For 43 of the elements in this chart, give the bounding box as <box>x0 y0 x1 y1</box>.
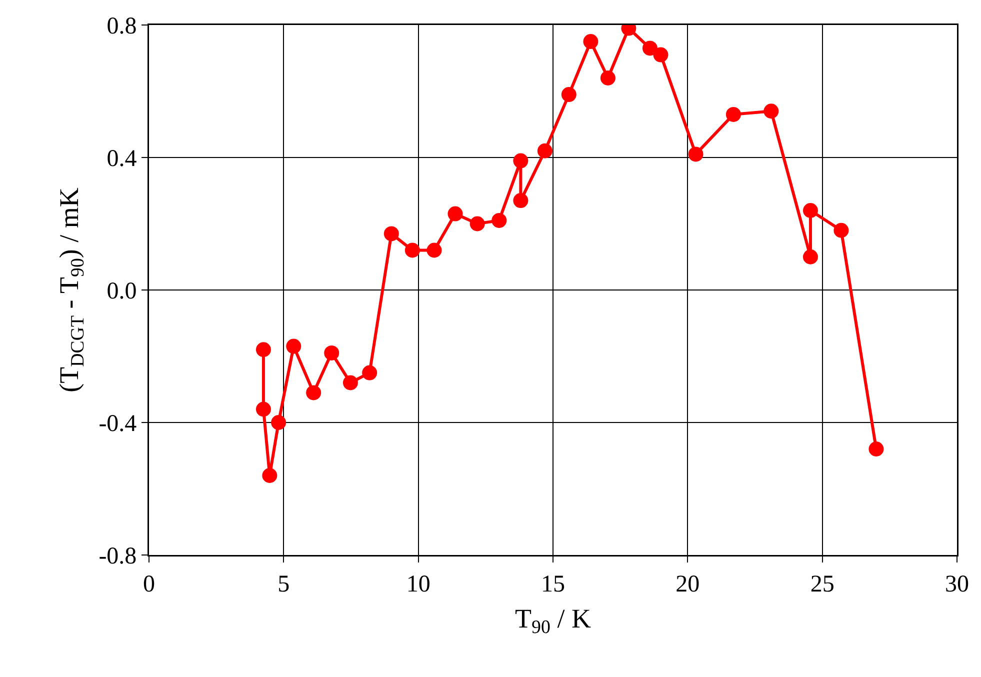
point <box>726 106 741 122</box>
x-tick-label: 0 <box>143 571 155 598</box>
point <box>306 385 322 400</box>
point <box>342 375 358 390</box>
point <box>513 153 528 168</box>
point <box>362 365 378 380</box>
x-tick-label: 10 <box>406 571 430 598</box>
point <box>642 40 658 56</box>
point <box>448 206 463 222</box>
point <box>802 203 818 218</box>
point <box>513 193 528 208</box>
point <box>868 442 884 456</box>
point <box>256 402 271 417</box>
x-tick-label: 5 <box>278 571 290 598</box>
y-tick-label: 0.4 <box>106 146 137 172</box>
point <box>492 212 507 228</box>
x-tick-label: 30 <box>945 571 969 598</box>
point <box>286 338 302 354</box>
x-tick-label: 20 <box>676 571 700 598</box>
point <box>404 242 420 258</box>
point <box>583 34 598 50</box>
point <box>834 222 849 238</box>
point <box>384 226 399 242</box>
y-tick-label: -0.4 <box>98 410 137 437</box>
point <box>561 87 576 102</box>
point <box>256 342 271 358</box>
point <box>802 249 818 264</box>
point <box>426 242 442 258</box>
point <box>764 104 779 119</box>
point <box>600 70 616 86</box>
point <box>324 345 340 360</box>
y-tick-label: -0.8 <box>98 543 137 570</box>
point <box>262 468 278 483</box>
point <box>537 143 552 158</box>
point <box>271 415 286 430</box>
point <box>653 47 668 62</box>
x-tick-label: 25 <box>810 571 834 598</box>
point <box>470 216 485 232</box>
x-tick-label: 15 <box>541 571 565 598</box>
y-tick-label: 0.0 <box>106 278 137 304</box>
x-axis-title: T$_{90}$ / K <box>515 603 592 638</box>
y-tick-label: 0.8 <box>106 13 137 40</box>
point <box>688 146 704 162</box>
